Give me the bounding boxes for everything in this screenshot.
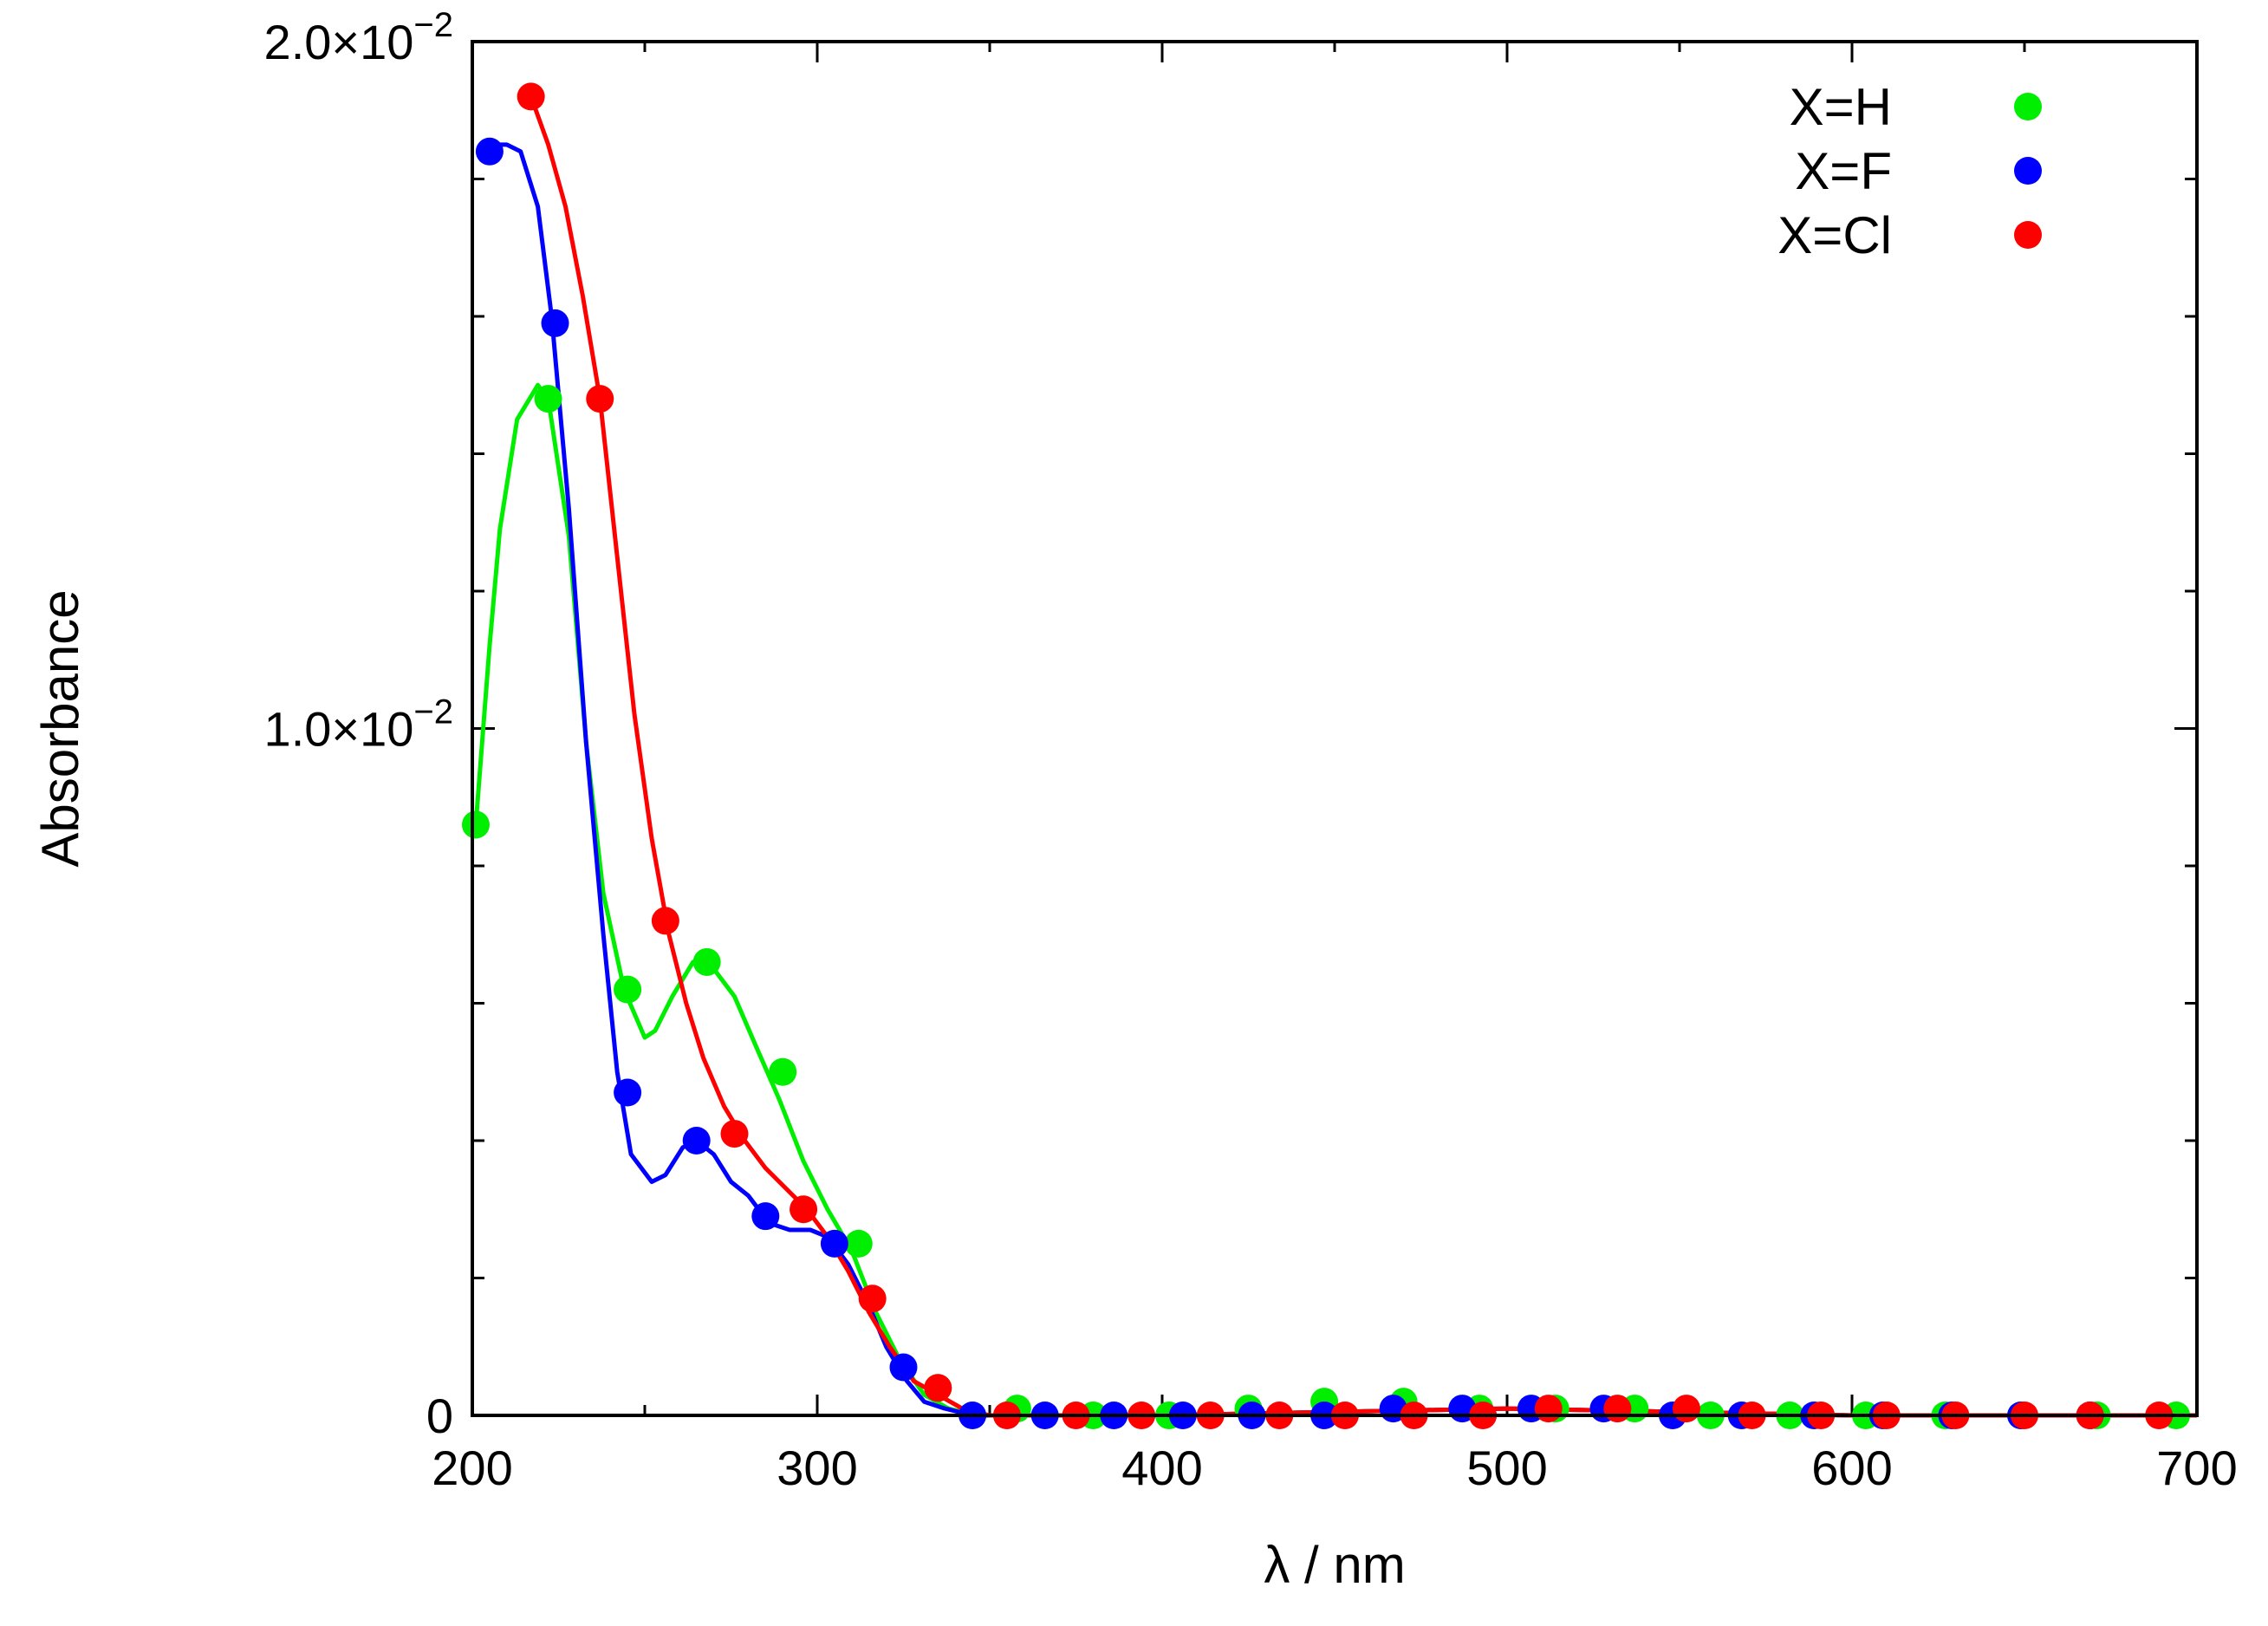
data-point (1672, 1395, 1700, 1423)
data-point (534, 385, 562, 413)
data-point (614, 975, 642, 1004)
y-tick-label: 2.0×10−2 (264, 6, 453, 69)
tick-labels: 200 300 400 500 600 700 0 1.0×10−2 2.0×10−2 (264, 6, 2238, 1495)
data-point (769, 1057, 797, 1086)
data-point (790, 1195, 818, 1224)
legend-label: X=F (1795, 142, 1892, 200)
series-points (461, 82, 2191, 1429)
x-tick-label: 700 (2156, 1441, 2237, 1495)
data-point (820, 1229, 848, 1258)
data-point (517, 82, 545, 111)
data-point (614, 1078, 642, 1107)
data-point (651, 907, 679, 935)
legend-label: X=H (1790, 78, 1892, 136)
x-tick-label: 300 (777, 1441, 857, 1495)
data-point (475, 137, 504, 166)
legend: X=H X=F X=Cl (1777, 78, 2042, 264)
data-point (889, 1353, 918, 1382)
legend-marker (2014, 221, 2042, 249)
x-tick-label: 200 (432, 1441, 512, 1495)
data-point (720, 1120, 749, 1148)
data-point (1603, 1395, 1632, 1423)
x-tick-label: 400 (1121, 1441, 1202, 1495)
data-point (751, 1202, 780, 1231)
data-point (586, 385, 614, 413)
plot-frame (471, 40, 2199, 1417)
x-tick-label: 600 (1811, 1441, 1892, 1495)
y-tick-label: 0 (426, 1389, 453, 1443)
data-point (541, 309, 569, 337)
data-point (858, 1285, 887, 1313)
data-point (682, 1127, 711, 1154)
y-tick-label: 1.0×10−2 (264, 693, 453, 757)
legend-marker (2014, 157, 2042, 185)
data-point (844, 1229, 873, 1258)
legend-marker (2014, 93, 2042, 120)
data-point (924, 1374, 952, 1402)
y-axis-label: Absorbance (31, 589, 89, 867)
x-axis-label: λ / nm (1264, 1536, 1405, 1594)
data-point (461, 810, 490, 839)
x-tick-label: 500 (1466, 1441, 1547, 1495)
legend-label: X=Cl (1777, 206, 1892, 264)
data-point (1534, 1395, 1563, 1423)
data-point (692, 947, 721, 976)
